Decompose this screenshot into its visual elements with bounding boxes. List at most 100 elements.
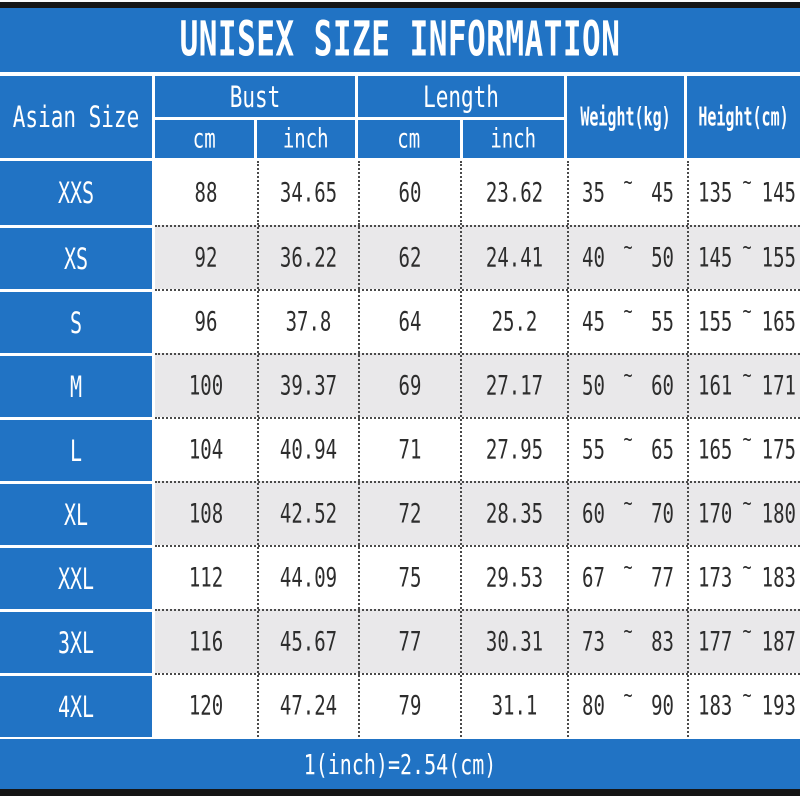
value-bust-inch: 47.24 [279,690,338,722]
value-bust-cm: 104 [188,434,224,466]
height-max: 165 [761,306,796,338]
cell-length-inch: 27.17 [460,355,567,417]
size-label: XXL [57,561,95,596]
cell-length-cm: 79 [358,675,460,737]
cell-length-inch: 31.1 [460,675,567,737]
row-cells: 116 45.67 77 30.31 73 ~83 177 ~187 [155,609,800,673]
value-length-inch: 31.1 [491,690,538,722]
value-bust-inch: 44.09 [279,562,338,594]
weight-range: 50 ~60 [569,362,687,402]
tilde-separator: ~ [742,426,752,452]
value-bust-cm: 88 [194,177,218,209]
height-max: 145 [761,177,796,209]
weight-max: 60 [651,370,674,402]
cell-length-cm: 60 [358,161,460,225]
height-range: 135 ~145 [689,169,800,209]
value-length-inch: 27.17 [485,370,544,402]
size-label: XS [63,241,89,276]
cell-length-cm: 71 [358,419,460,481]
header-bust-cm: cm [155,120,254,158]
value-length-cm: 72 [398,498,422,530]
value-bust-cm: 96 [194,306,218,338]
cell-length-inch: 28.35 [460,483,567,545]
table-row: 4XL 120 47.24 79 31.1 80 ~90 183 ~193 [0,673,800,737]
height-min: 161 [698,370,733,402]
cell-length-inch: 29.53 [460,547,567,609]
header-weight-label: Weight(kg) [580,101,671,133]
cell-weight-range: 40 ~50 [567,227,687,289]
table-row: XXL 112 44.09 75 29.53 67 ~77 173 ~183 [0,545,800,609]
cell-bust-inch: 39.37 [257,355,358,417]
row-cells: 112 44.09 75 29.53 67 ~77 173 ~183 [155,545,800,609]
cell-height-range: 173 ~183 [687,547,800,609]
cell-height-range: 170 ~180 [687,483,800,545]
tilde-separator: ~ [623,298,633,324]
weight-max: 90 [651,690,674,722]
height-min: 173 [698,562,733,594]
value-bust-inch: 37.8 [285,306,332,338]
height-range: 145 ~155 [689,234,800,273]
cell-bust-inch: 36.22 [257,227,358,289]
weight-range: 35 ~45 [569,169,687,208]
header-length-subheaders: cm inch [358,120,564,158]
tilde-separator: ~ [742,618,752,644]
height-max: 171 [761,370,796,402]
weight-range: 40 ~50 [569,234,687,273]
cell-height-range: 165 ~175 [687,419,800,481]
value-bust-cm: 108 [188,498,224,530]
height-min: 155 [698,306,733,338]
tilde-separator: ~ [623,169,633,195]
cell-bust-inch: 45.67 [257,611,358,673]
size-label-cell: 3XL [0,609,155,673]
row-cells: 120 47.24 79 31.1 80 ~90 183 ~193 [155,673,800,737]
table-row: XS 92 36.22 62 24.41 40 ~50 145 ~155 [0,225,800,289]
title-banner: UNISEX SIZE INFORMATION [0,8,800,72]
value-bust-inch: 36.22 [279,242,338,274]
header-group-bust: Bust cm inch [155,76,358,158]
header-bust-inch-label: inch [282,123,329,155]
header-bust-label: Bust [229,79,281,114]
tilde-separator: ~ [623,554,633,580]
conversion-note: 1(inch)=2.54(cm) [303,747,497,781]
weight-range: 60 ~70 [569,490,687,530]
height-range: 173 ~183 [689,554,800,594]
header-bust: Bust [155,76,355,120]
value-length-inch: 24.41 [485,242,544,274]
value-bust-cm: 100 [188,370,224,402]
cell-weight-range: 55 ~65 [567,419,687,481]
tilde-separator: ~ [623,234,633,260]
value-length-cm: 75 [398,562,422,594]
tilde-separator: ~ [742,554,752,580]
size-label: XL [63,497,89,532]
value-bust-inch: 39.37 [279,370,338,402]
cell-length-inch: 23.62 [460,161,567,225]
value-length-cm: 77 [398,626,422,658]
height-max: 175 [761,434,796,466]
size-label-cell: M [0,353,155,417]
height-max: 183 [761,562,796,594]
cell-bust-cm: 96 [155,291,257,353]
table-row: M 100 39.37 69 27.17 50 ~60 161 ~171 [0,353,800,417]
value-bust-inch: 42.52 [279,498,338,530]
cell-bust-cm: 108 [155,483,257,545]
weight-range: 45 ~55 [569,298,687,338]
cell-weight-range: 60 ~70 [567,483,687,545]
row-cells: 96 37.8 64 25.2 45 ~55 155 ~165 [155,289,800,353]
cell-height-range: 155 ~165 [687,291,800,353]
value-length-inch: 28.35 [485,498,544,530]
weight-max: 77 [651,562,674,594]
weight-max: 55 [651,306,674,338]
cell-height-range: 145 ~155 [687,227,800,289]
height-max: 187 [761,626,796,658]
weight-max: 70 [651,498,674,530]
tilde-separator: ~ [742,682,752,708]
cell-weight-range: 50 ~60 [567,355,687,417]
value-bust-inch: 40.94 [279,434,338,466]
row-cells: 92 36.22 62 24.41 40 ~50 145 ~155 [155,225,800,289]
weight-range: 80 ~90 [569,682,687,722]
value-length-inch: 27.95 [485,434,544,466]
value-bust-cm: 92 [194,242,218,274]
height-max: 193 [761,690,796,722]
cell-bust-cm: 120 [155,675,257,737]
cell-bust-cm: 116 [155,611,257,673]
